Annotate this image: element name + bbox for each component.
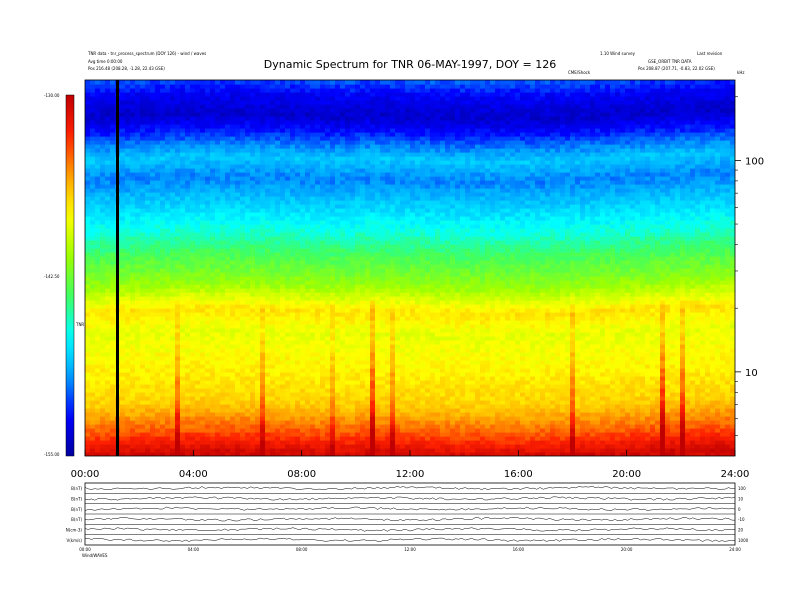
header-left-line1: TNR data - tnr_process_spectrum (DOY 126…: [88, 51, 207, 56]
aux-time-label: 00:00: [79, 547, 91, 552]
aux-time-label: 04:00: [188, 547, 200, 552]
x-tick-label: 16:00: [504, 469, 533, 480]
aux-right-label: 0: [738, 507, 741, 512]
y-tick-label: 100: [745, 156, 764, 167]
aux-trace: [84, 537, 736, 542]
aux-label: B(nT): [71, 517, 82, 522]
aux-label: B(nT): [71, 507, 82, 512]
aux-label: V(km/s): [66, 538, 82, 543]
y-tick-label: 10: [745, 368, 758, 379]
marker-label: CME/Shock: [568, 70, 591, 75]
colorbar: [65, 94, 75, 457]
x-tick-label: 08:00: [287, 469, 316, 480]
header-left-line3: Pos 216.48 (208.28, -1.28, 22.43 GSE): [88, 66, 165, 71]
aux-trace: [84, 506, 736, 511]
aux-label: N(cm-3): [66, 528, 83, 533]
aux-right-label: 20: [738, 528, 744, 533]
aux-label: B(nT): [71, 497, 82, 502]
header-right-line4: Pos 208.87 (207.71, -0.83, 22.02 GSE): [638, 66, 715, 71]
header-right-line1: 1.10 Wind survey: [600, 51, 635, 56]
aux-time-label: 12:00: [404, 547, 416, 552]
header-right-line2: Last revision: [697, 51, 723, 56]
x-tick-label: 20:00: [612, 469, 641, 480]
aux-time-label: 20:00: [621, 547, 633, 552]
aux-trace: [84, 496, 736, 501]
x-tick-label: 24:00: [721, 469, 750, 480]
colorbar-max-label: -130.00: [44, 93, 60, 98]
header-left-line2: Avg time 0:00:00: [88, 59, 123, 64]
event-marker-line: [116, 80, 119, 456]
aux-time-label: 24:00: [729, 547, 741, 552]
aux-right-label: -10: [738, 517, 745, 522]
aux-time-label: 08:00: [296, 547, 308, 552]
chart-title: Dynamic Spectrum for TNR 06-MAY-1997, DO…: [263, 58, 557, 71]
aux-trace: [84, 517, 736, 522]
aux-right-label: 1000: [738, 538, 749, 543]
colorbar-title: TNR: [76, 322, 85, 327]
aux-right-label: 100: [738, 486, 746, 491]
aux-trace: [84, 486, 736, 491]
header-right-line3: GSE_ORBIT TNR DATA: [648, 59, 692, 64]
x-tick-label: 04:00: [179, 469, 208, 480]
aux-right-label: 10: [738, 497, 744, 502]
x-tick-label: 00:00: [71, 469, 100, 480]
aux-trace: [84, 527, 736, 532]
aux-footer: Wind/WAVES: [82, 553, 108, 558]
x-tick-label: 12:00: [396, 469, 425, 480]
aux-time-label: 16:00: [513, 547, 525, 552]
colorbar-min-label: -155.00: [44, 452, 60, 457]
y-unit-label: kHz: [737, 70, 745, 75]
aux-label: B(nT): [71, 486, 82, 491]
colorbar-mid-label: -142.50: [44, 274, 60, 279]
